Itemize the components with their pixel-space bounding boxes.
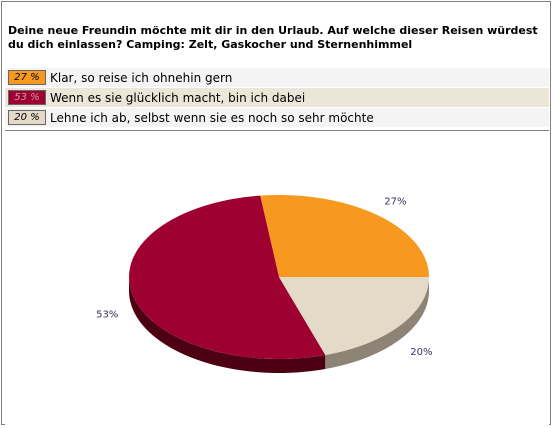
pie-slice-label-2: 53% <box>96 309 118 320</box>
option-percent-badge-2: 53 % <box>8 90 46 105</box>
option-label-3: Lehne ich ab, selbst wenn sie es noch so… <box>50 110 374 125</box>
option-percent-badge-3: 20 % <box>8 110 46 125</box>
option-percent-badge-1: 27 % <box>8 70 46 85</box>
pie-slice-1 <box>260 195 429 277</box>
pie-slice-2 <box>129 195 326 359</box>
poll-question: Deine neue Freundin möchte mit dir in de… <box>8 24 538 51</box>
pie-slice-label-1: 27% <box>384 197 406 208</box>
pie-chart: 27% 53% 20% <box>96 195 433 373</box>
pie-slice-3 <box>279 277 429 355</box>
pie-slice-label-3: 20% <box>410 347 432 358</box>
option-row-2: 53 % Wenn es sie glücklich macht, bin ic… <box>5 88 549 107</box>
pie-slice-side-2 <box>129 277 326 373</box>
option-row-1: 27 % Klar, so reise ich ohnehin gern <box>5 68 549 87</box>
option-label-1: Klar, so reise ich ohnehin gern <box>50 70 233 85</box>
poll-options: 27 % Klar, so reise ich ohnehin gern 53 … <box>5 68 549 128</box>
pie-chart-area: 27% 53% 20% <box>5 130 549 425</box>
option-row-3: 20 % Lehne ich ab, selbst wenn sie es no… <box>5 108 549 127</box>
pie-slice-side-3 <box>325 277 429 369</box>
option-label-2: Wenn es sie glücklich macht, bin ich dab… <box>50 90 306 105</box>
